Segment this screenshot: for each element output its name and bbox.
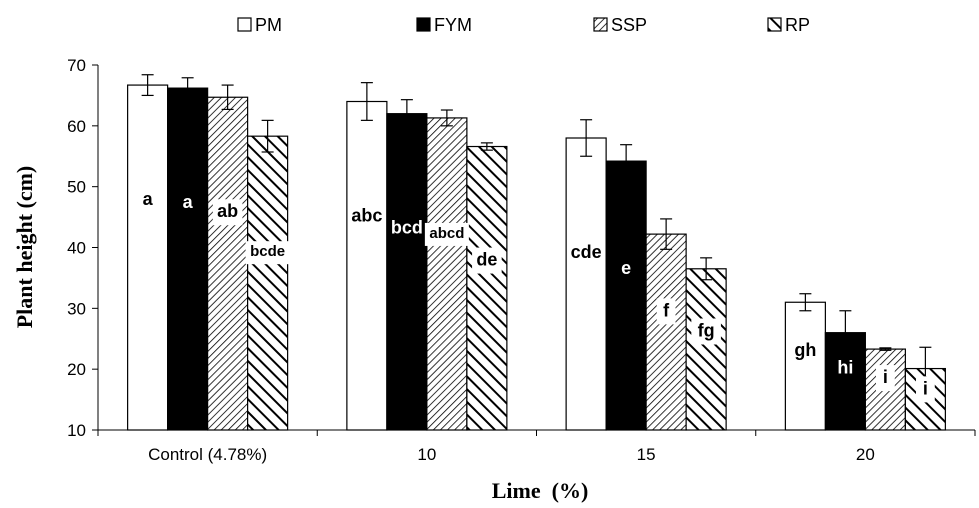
x-tick-label: 10 xyxy=(417,445,436,464)
bar-rp xyxy=(685,268,727,431)
letter-background xyxy=(915,376,935,403)
letter-background xyxy=(424,222,469,246)
y-tick-label: 50 xyxy=(67,178,86,197)
bar-pm xyxy=(565,137,607,431)
legend-label-fym: FYM xyxy=(434,15,472,35)
bar-ssp xyxy=(426,117,468,431)
bars xyxy=(127,84,946,431)
significance-letter: fg xyxy=(698,320,715,340)
letter-background xyxy=(472,247,502,274)
significance-letter: abc xyxy=(351,206,382,226)
bar-ssp xyxy=(207,96,249,431)
y-axis-title: Plant height (cm) xyxy=(12,166,37,329)
bar-pm xyxy=(346,100,388,431)
significance-letter: de xyxy=(476,250,497,270)
significance-letter: bcd xyxy=(391,218,423,238)
legend-label-ssp: SSP xyxy=(611,15,647,35)
significance-letter: i xyxy=(923,378,928,398)
significance-letter: bcde xyxy=(250,243,285,260)
legend-swatch-pm xyxy=(237,17,252,32)
letter-background xyxy=(245,241,290,265)
bar-ssp xyxy=(645,233,687,431)
bar-pm xyxy=(127,84,169,431)
legend: PM FYM SSP RP xyxy=(237,15,810,35)
y-axis: 10 20 30 40 50 60 70 xyxy=(67,56,99,440)
letter-background xyxy=(656,298,676,325)
bar-fym xyxy=(605,160,647,431)
significance-letter: cde xyxy=(571,242,602,262)
significance-letter: e xyxy=(621,258,631,278)
legend-swatch-fym xyxy=(416,17,431,32)
letter-background xyxy=(691,318,721,345)
letter-background xyxy=(212,199,243,226)
significance-letter: a xyxy=(183,192,194,212)
legend-label-rp: RP xyxy=(785,15,810,35)
legend-swatch-ssp xyxy=(593,17,608,32)
y-tick-label: 70 xyxy=(67,56,86,75)
x-tick-label: 20 xyxy=(856,445,875,464)
significance-letter: ab xyxy=(217,201,238,221)
x-tick-label: Control (4.78%) xyxy=(148,445,267,464)
y-tick-label: 30 xyxy=(67,299,86,318)
x-tick-label: 15 xyxy=(637,445,656,464)
x-axis-title: Lime (%) xyxy=(492,478,589,503)
significance-letter: f xyxy=(663,300,670,320)
significance-letter: abcd xyxy=(429,225,464,242)
legend-label-pm: PM xyxy=(255,15,282,35)
bar-rp xyxy=(247,135,289,431)
significance-letter: a xyxy=(143,189,154,209)
significance-letter: i xyxy=(883,367,888,387)
y-tick-label: 60 xyxy=(67,117,86,136)
x-axis: Control (4.78%) 10 15 20 xyxy=(97,429,976,464)
y-tick-label: 40 xyxy=(67,239,86,258)
bar-fym xyxy=(386,113,428,431)
letter-background xyxy=(875,365,895,392)
significance-letter: gh xyxy=(794,340,816,360)
y-tick-label: 20 xyxy=(67,360,86,379)
legend-swatch-rp xyxy=(767,17,782,32)
significance-letter: hi xyxy=(837,358,853,378)
bar-rp xyxy=(466,145,508,431)
bar-pm xyxy=(784,301,826,431)
y-tick-label: 10 xyxy=(67,421,86,440)
bar-fym xyxy=(167,87,209,431)
